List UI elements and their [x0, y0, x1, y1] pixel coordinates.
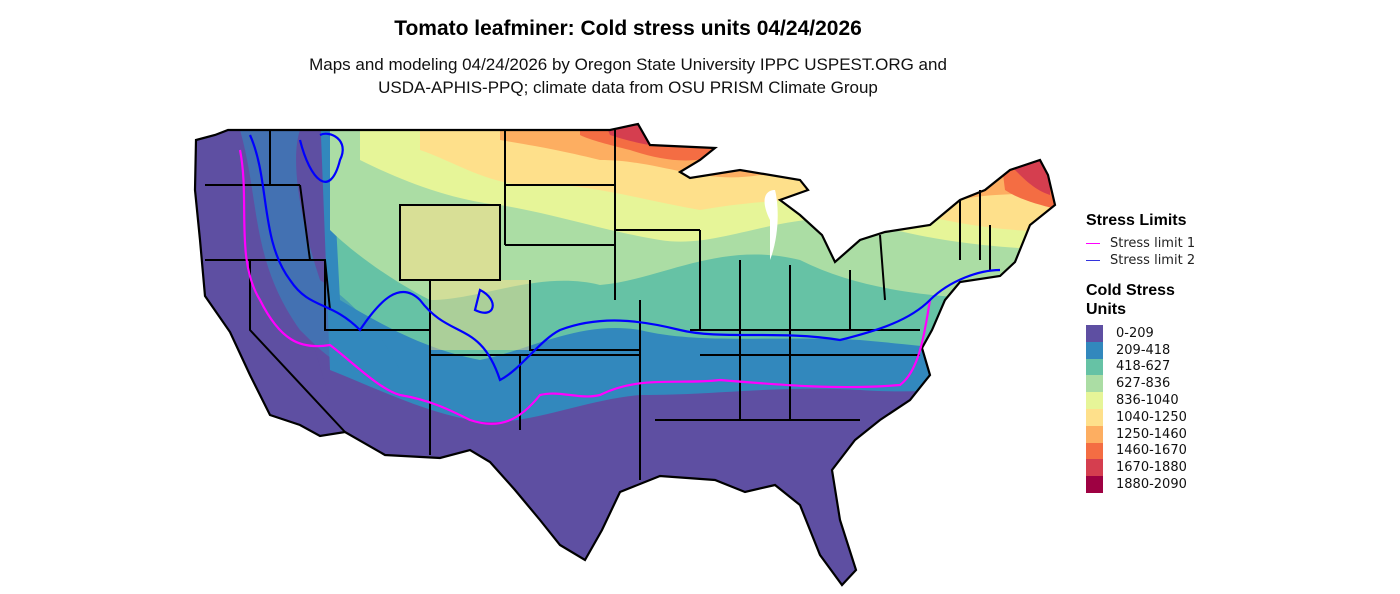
color-swatch [1086, 442, 1103, 460]
class-label: 1040-1250 [1116, 409, 1187, 425]
legend-class-1880-2090: 1880-2090 [1086, 476, 1206, 493]
class-label: 1250-1460 [1116, 426, 1187, 442]
band-1670-1880-maine [1015, 160, 1050, 195]
color-swatch [1086, 325, 1103, 342]
legend-class-627-836: 627-836 [1086, 375, 1206, 393]
legend-class-1250-1460: 1250-1460 [1086, 425, 1206, 443]
band-wyoming [400, 205, 500, 280]
class-label: 1880-2090 [1116, 477, 1187, 493]
legend-class-1460-1670: 1460-1670 [1086, 442, 1206, 460]
legend-class-1040-1250: 1040-1250 [1086, 408, 1206, 426]
legend-class-418-627: 418-627 [1086, 358, 1206, 376]
legend-class-1670-1880: 1670-1880 [1086, 459, 1206, 477]
lake-michigan [764, 190, 778, 260]
class-label: 209-418 [1116, 342, 1171, 358]
class-label: 836-1040 [1116, 393, 1179, 409]
color-swatch [1086, 358, 1103, 376]
legend-class-0-209: 0-209 [1086, 325, 1206, 342]
legend-item-stress-limit-1: Stress limit 1 [1086, 235, 1206, 252]
map-subtitle-line-2: USDA-APHIS-PPQ; climate data from OSU PR… [378, 78, 878, 97]
state-boundaries [193, 122, 1057, 587]
color-swatch [1086, 375, 1103, 393]
stress-limits-legend-title: Stress Limits [1086, 212, 1187, 229]
class-label: 1460-1670 [1116, 443, 1187, 459]
class-label: 0-209 [1116, 325, 1154, 341]
color-swatch [1086, 392, 1103, 409]
stress-limit-2-line [248, 134, 1001, 382]
map-subtitle-line-1: Maps and modeling 04/24/2026 by Oregon S… [309, 55, 947, 74]
cold-stress-units-legend-title: Cold Stress Units [1086, 282, 1175, 318]
color-swatch [1086, 476, 1103, 493]
color-swatch [1086, 459, 1103, 477]
class-label: 627-836 [1116, 376, 1171, 392]
color-swatch [1086, 425, 1103, 443]
stress-limit-contours [238, 132, 1001, 425]
map-title: Tomato leafminer: Cold stress units 04/2… [394, 17, 862, 40]
band-colorado [430, 280, 530, 350]
legend: Stress Limits Stress limit 1 Stress limi… [1086, 211, 1206, 493]
legend-class-836-1040: 836-1040 [1086, 392, 1206, 409]
legend-item-stress-limit-2: Stress limit 2 [1086, 252, 1206, 269]
legend-class-209-418: 209-418 [1086, 341, 1206, 359]
blue-line-swatch [1086, 260, 1100, 261]
magenta-line-swatch [1086, 243, 1100, 244]
class-label: 1670-1880 [1116, 460, 1187, 476]
stress-limit-1-line [238, 149, 932, 425]
cold-stress-legend-classes: 0-209 209-418 418-627 627-836 836-1040 1040-1… [1086, 325, 1206, 493]
class-label: 418-627 [1116, 359, 1171, 375]
band-mountains [240, 130, 400, 373]
color-swatch [1086, 408, 1103, 426]
color-swatch [1086, 341, 1103, 359]
